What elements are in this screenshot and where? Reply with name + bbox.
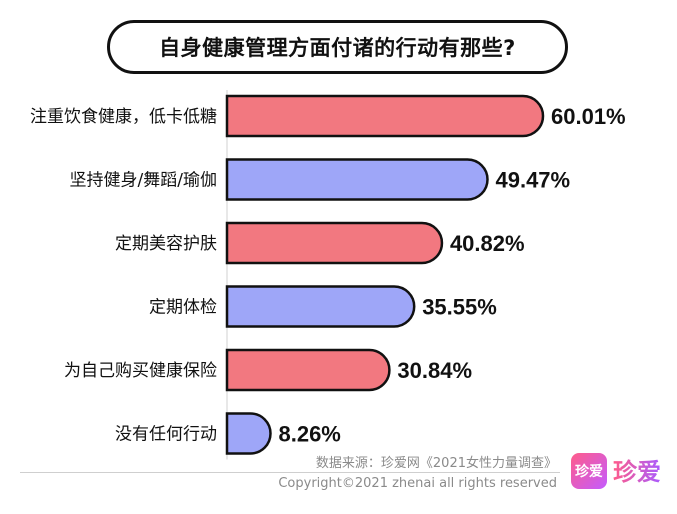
chart-title: 自身健康管理方面付诸的行动有那些? — [107, 20, 568, 74]
category-label: 定期美容护肤 — [115, 234, 217, 254]
bar — [225, 94, 545, 138]
value-label: 8.26% — [278, 422, 340, 447]
category-label: 没有任何行动 — [115, 425, 217, 445]
footer-divider — [20, 472, 560, 473]
bar — [225, 221, 444, 265]
copyright-text: Copyright©2021 zhenai all rights reserve… — [278, 476, 557, 491]
bar — [225, 285, 416, 328]
category-label: 定期体检 — [149, 298, 217, 318]
zhenai-wordmark: 珍爱 — [613, 452, 661, 487]
value-label: 49.47% — [495, 168, 570, 193]
value-label: 35.55% — [422, 295, 497, 320]
value-label: 60.01% — [551, 104, 626, 129]
bar — [225, 348, 391, 392]
value-label: 30.84% — [397, 358, 472, 383]
data-source-text: 数据来源：珍爱网《2021女性力量调查》 — [315, 456, 557, 471]
category-label: 为自己购买健康保险 — [64, 361, 217, 381]
category-label: 坚持健身/舞蹈/瑜伽 — [70, 171, 217, 191]
bar — [225, 412, 272, 455]
value-label: 40.82% — [450, 231, 525, 256]
zhenai-logo-icon: 珍爱 — [571, 453, 607, 489]
bar — [225, 158, 489, 201]
category-label: 注重饮食健康，低卡低糖 — [30, 107, 217, 127]
